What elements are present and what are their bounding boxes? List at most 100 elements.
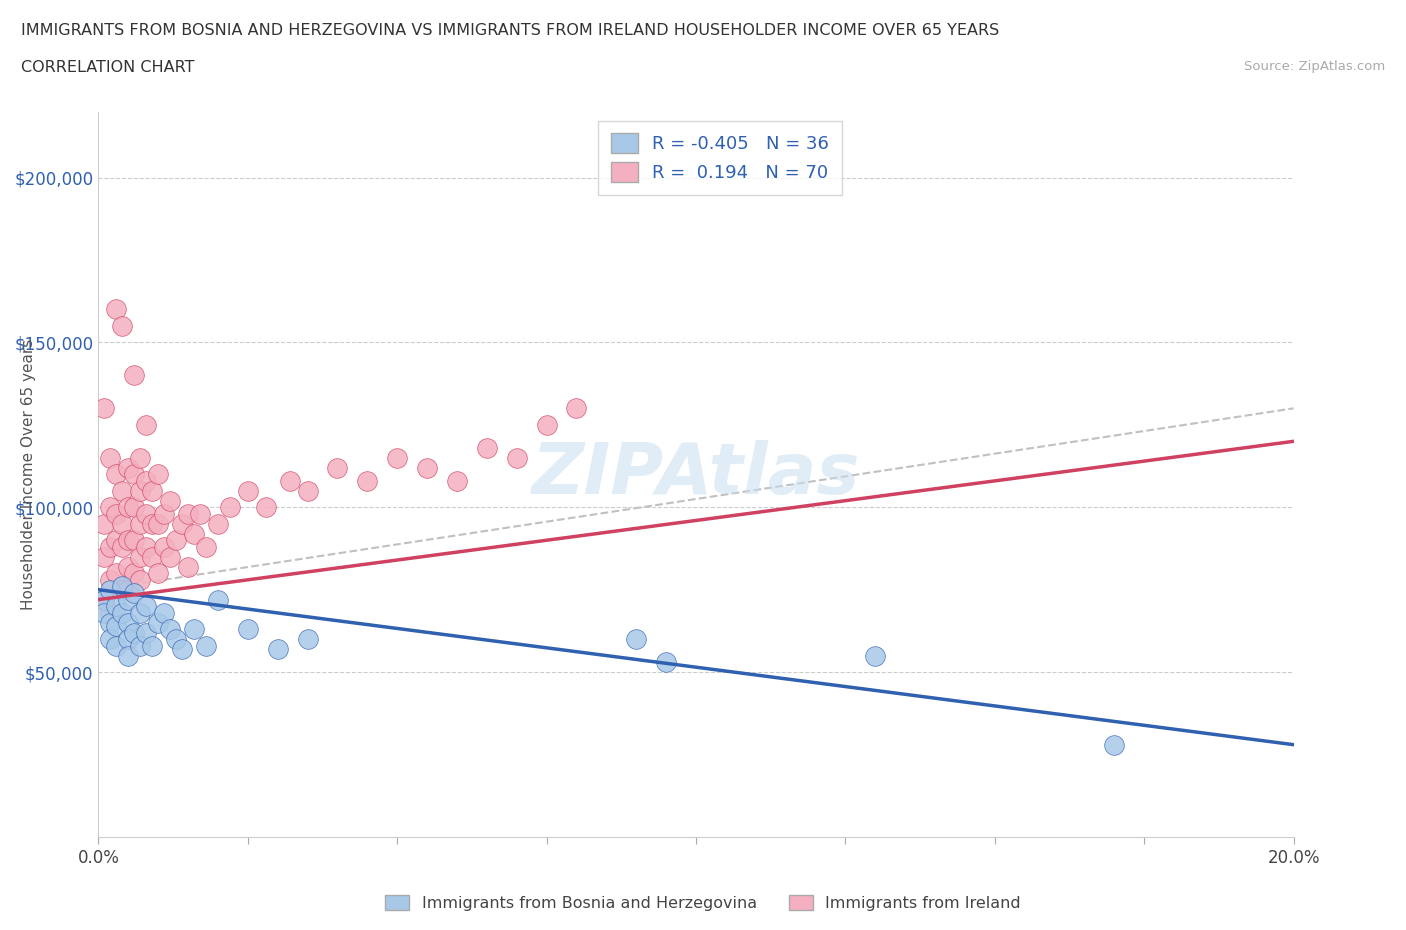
Point [129, 605, 152, 620]
Point [188, 507, 211, 522]
Point [129, 572, 152, 587]
Point [236, 622, 259, 637]
Point [98, 582, 122, 597]
Point [148, 616, 170, 631]
Point [177, 507, 200, 522]
Point [93, 516, 115, 531]
Point [98, 499, 122, 514]
Point [98, 572, 122, 587]
Point [111, 539, 134, 554]
Point [124, 625, 146, 640]
Point [105, 507, 128, 522]
Point [129, 484, 152, 498]
Point [141, 638, 163, 653]
Point [105, 533, 128, 548]
Point [117, 559, 139, 574]
Point [141, 484, 163, 498]
Point [159, 493, 181, 508]
Point [117, 631, 139, 646]
Point [177, 559, 200, 574]
Point [148, 467, 170, 482]
Point [655, 655, 678, 670]
Point [98, 616, 122, 631]
Point [135, 507, 157, 522]
Point [865, 648, 887, 663]
Point [207, 592, 229, 607]
Point [129, 450, 152, 465]
Point [135, 473, 157, 488]
Point [117, 533, 139, 548]
Point [153, 539, 176, 554]
Point [254, 499, 277, 514]
Y-axis label: Householder Income Over 65 years: Householder Income Over 65 years [21, 339, 37, 610]
Point [117, 582, 139, 597]
Point [165, 533, 187, 548]
Point [195, 539, 218, 554]
Point [172, 642, 194, 657]
Point [416, 460, 439, 475]
Point [105, 565, 128, 580]
Point [93, 605, 115, 620]
Point [165, 631, 187, 646]
Point [148, 565, 170, 580]
Point [183, 526, 205, 541]
Point [626, 631, 648, 646]
Point [98, 539, 122, 554]
Point [117, 616, 139, 631]
Point [93, 550, 115, 565]
Point [124, 368, 146, 383]
Point [297, 484, 319, 498]
Point [111, 516, 134, 531]
Point [93, 592, 115, 607]
Point [93, 592, 115, 607]
Point [111, 582, 134, 597]
Point [565, 401, 588, 416]
Point [124, 499, 146, 514]
Point [195, 638, 218, 653]
Point [117, 499, 139, 514]
Point [117, 648, 139, 663]
Point [129, 550, 152, 565]
Point [141, 516, 163, 531]
Point [159, 622, 181, 637]
Point [207, 516, 229, 531]
Point [267, 642, 290, 657]
Point [105, 638, 128, 653]
Text: IMMIGRANTS FROM BOSNIA AND HERZEGOVINA VS IMMIGRANTS FROM IRELAND HOUSEHOLDER IN: IMMIGRANTS FROM BOSNIA AND HERZEGOVINA V… [21, 23, 1000, 38]
Point [129, 638, 152, 653]
Point [536, 418, 558, 432]
Point [135, 599, 157, 614]
Point [172, 516, 194, 531]
Point [326, 460, 349, 475]
Point [98, 450, 122, 465]
Point [124, 586, 146, 601]
Point [105, 618, 128, 633]
Point [129, 516, 152, 531]
Legend: R = -0.405   N = 36, R =  0.194   N = 70: R = -0.405 N = 36, R = 0.194 N = 70 [598, 121, 842, 194]
Point [117, 460, 139, 475]
Point [446, 473, 468, 488]
Point [111, 579, 134, 594]
Point [98, 605, 122, 620]
Point [153, 605, 176, 620]
Point [135, 625, 157, 640]
Point [105, 302, 128, 317]
Point [111, 318, 134, 333]
Point [98, 631, 122, 646]
Point [153, 507, 176, 522]
Point [297, 631, 319, 646]
Point [475, 441, 498, 456]
Point [93, 401, 115, 416]
Point [236, 484, 259, 498]
Point [141, 550, 163, 565]
Point [135, 539, 157, 554]
Point [124, 467, 146, 482]
Point [105, 599, 128, 614]
Text: CORRELATION CHART: CORRELATION CHART [21, 60, 194, 75]
Point [183, 622, 205, 637]
Point [111, 605, 134, 620]
Point [124, 565, 146, 580]
Point [278, 473, 301, 488]
Point [385, 450, 409, 465]
Legend: Immigrants from Bosnia and Herzegovina, Immigrants from Ireland: Immigrants from Bosnia and Herzegovina, … [378, 888, 1028, 917]
